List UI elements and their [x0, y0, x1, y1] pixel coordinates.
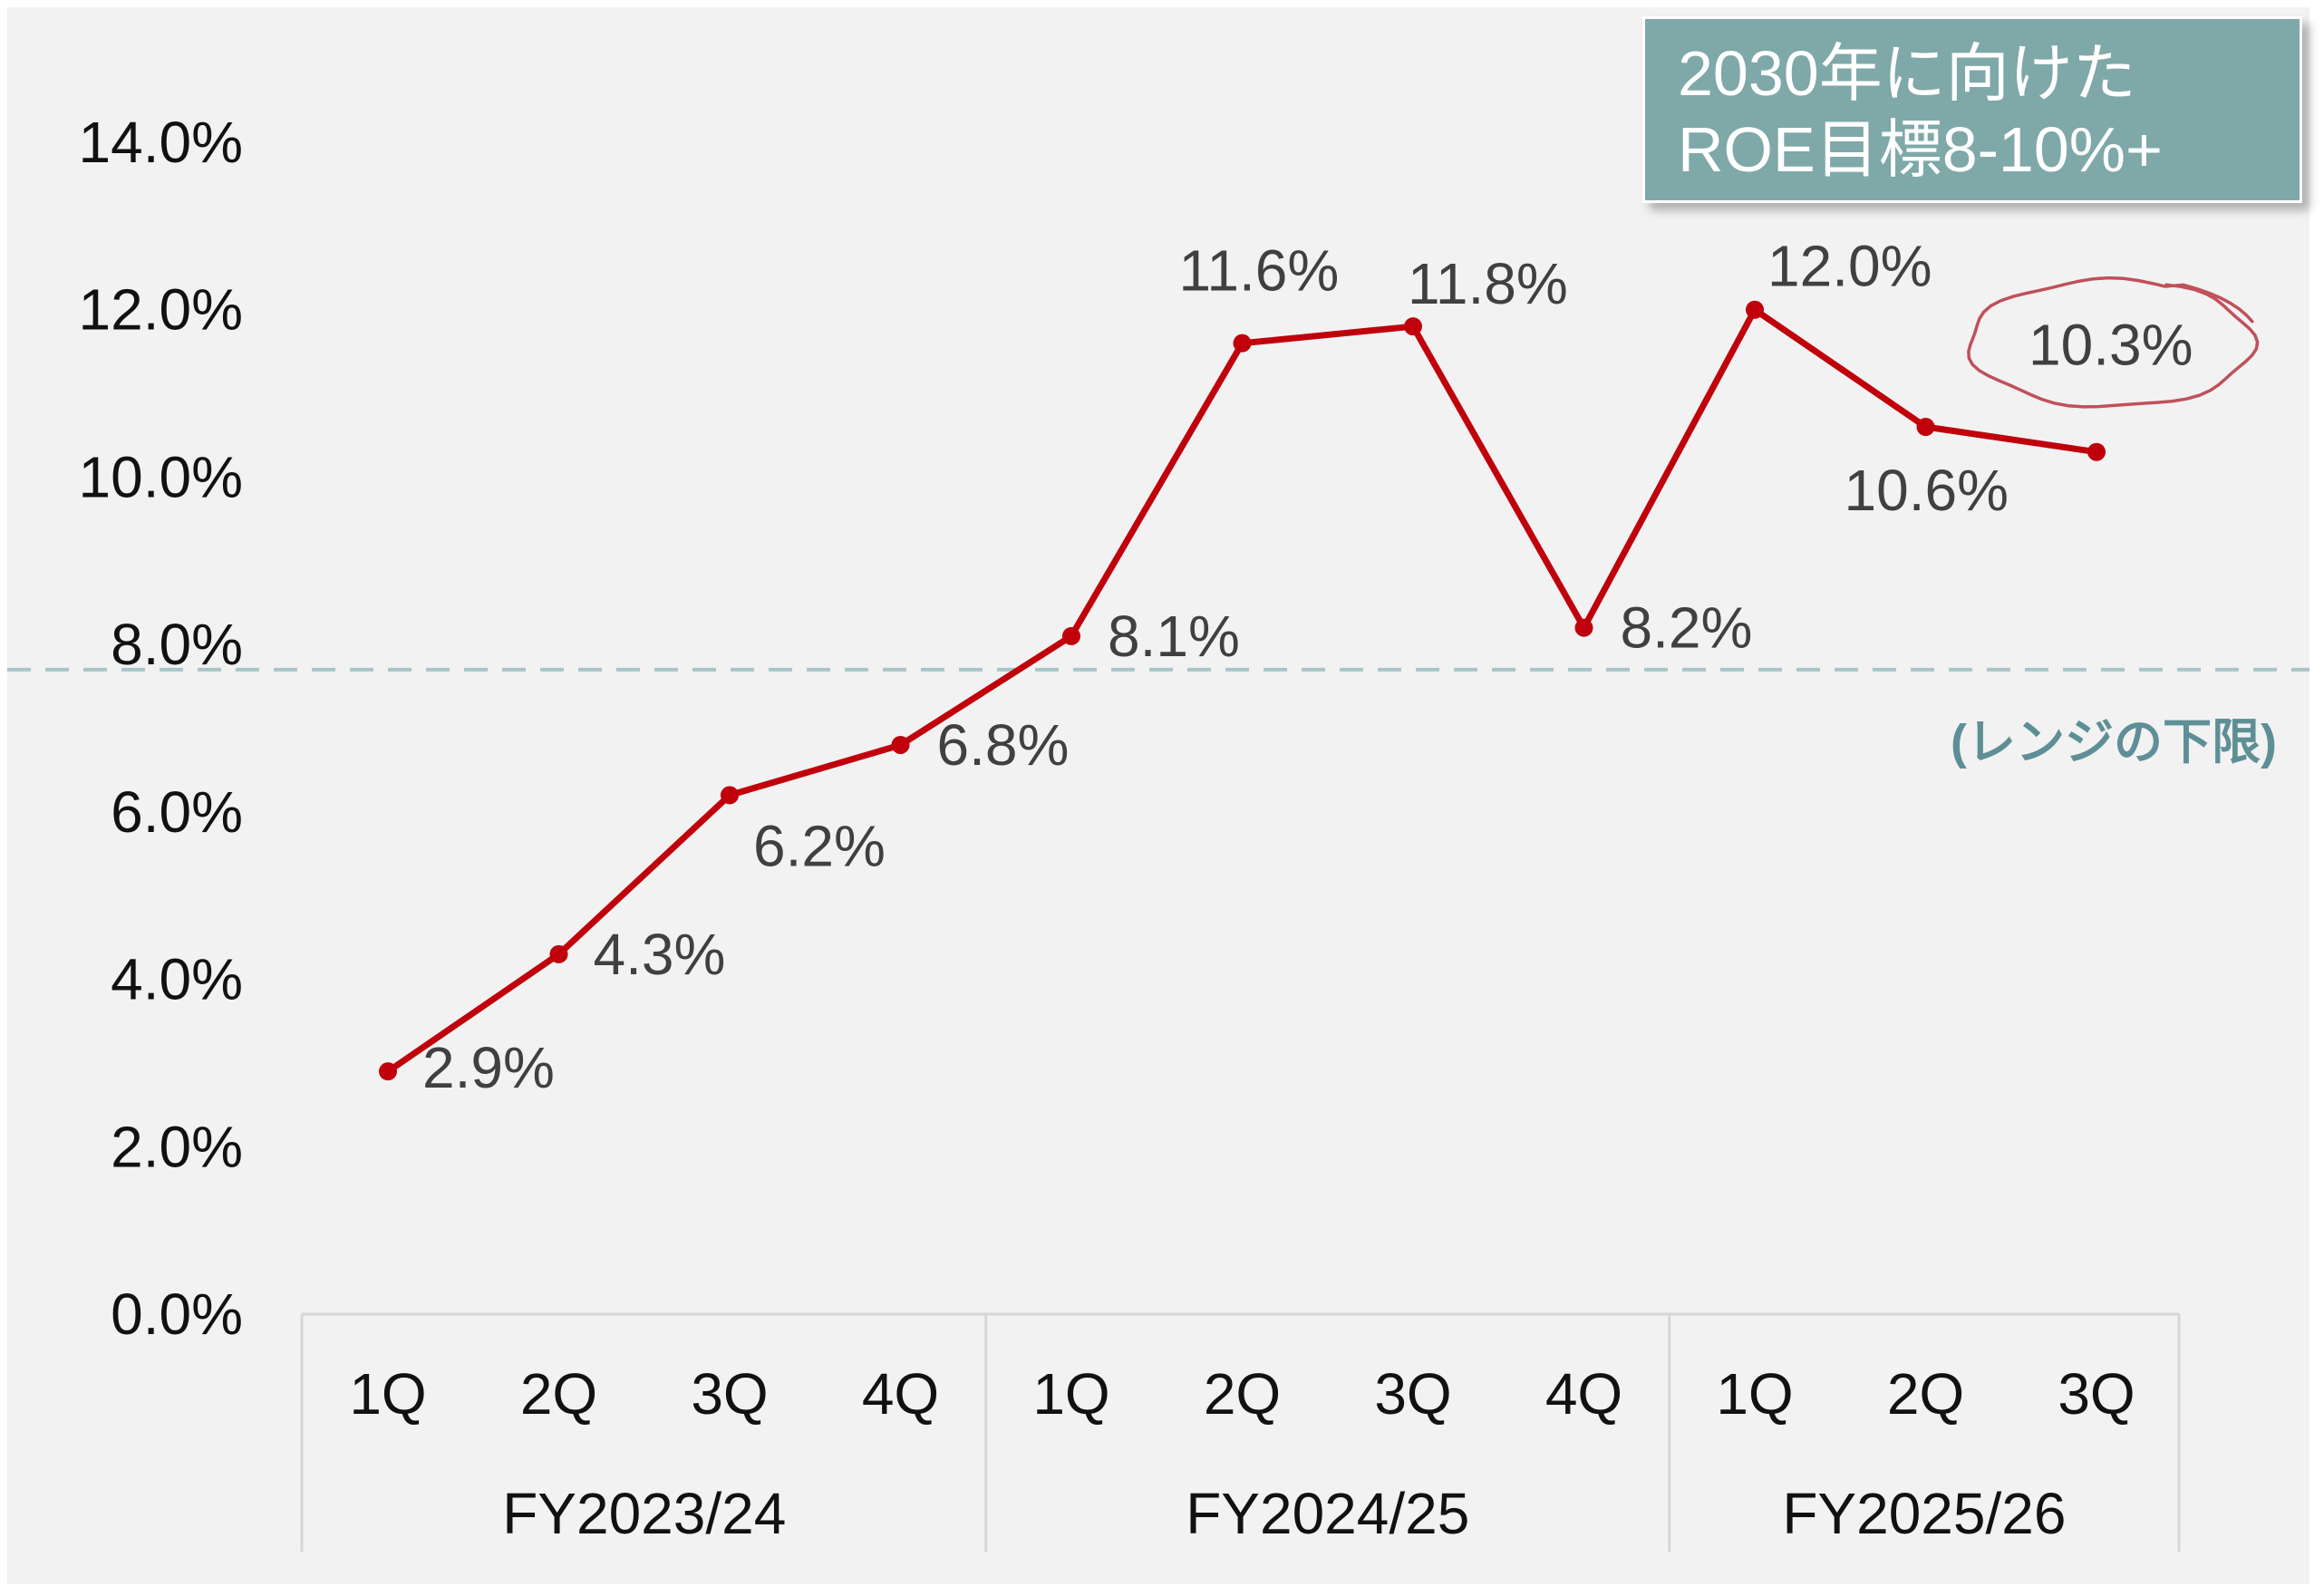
- x-tick-label: 3Q: [691, 1361, 768, 1427]
- y-tick-label: 0.0%: [111, 1282, 243, 1347]
- data-label: 6.8%: [937, 712, 1070, 778]
- x-group-label: FY2023/24: [502, 1481, 786, 1546]
- y-tick-label: 14.0%: [79, 110, 243, 175]
- callout-line-2: ROE目標8-10%+: [1678, 114, 2163, 185]
- data-label: 2.9%: [422, 1035, 555, 1100]
- data-label: 10.3%: [2029, 313, 2193, 378]
- x-tick-label: 4Q: [862, 1361, 939, 1427]
- highlight-circle: [1967, 276, 2260, 409]
- y-tick-label: 4.0%: [111, 947, 243, 1012]
- data-point: [1233, 334, 1252, 353]
- roe-target-callout: 2030年に向けた ROE目標8-10%+: [1642, 16, 2302, 203]
- data-label: 8.1%: [1108, 604, 1240, 669]
- data-point: [1746, 300, 1764, 319]
- callout-line-1: 2030年に向けた: [1678, 38, 2136, 109]
- x-axis: FY2023/24 FY2024/25 FY2025/26 1Q 2Q 3Q 4Q 1Q 2Q 3…: [300, 1312, 2181, 1552]
- y-tick-label: 8.0%: [111, 612, 243, 677]
- x-group-label: FY2024/25: [1186, 1481, 1469, 1546]
- x-tick-label: 2Q: [1204, 1361, 1281, 1427]
- data-label: 4.3%: [594, 922, 726, 987]
- data-label: 12.0%: [1767, 234, 1932, 299]
- y-tick-label: 2.0%: [111, 1114, 243, 1179]
- y-tick-label: 10.0%: [79, 444, 243, 509]
- x-tick-label: 2Q: [1887, 1361, 1964, 1427]
- x-tick-label: 1Q: [1032, 1361, 1109, 1427]
- data-label: 11.6%: [1179, 238, 1340, 304]
- data-point: [721, 786, 739, 805]
- data-point: [379, 1062, 397, 1081]
- y-axis-ticks: 0.0% 2.0% 4.0% 6.0% 8.0% 10.0% 12.0% 14.0%: [79, 110, 243, 1347]
- data-point: [1916, 418, 1935, 437]
- plot-background: [7, 7, 2309, 1584]
- x-tick-label: 3Q: [1374, 1361, 1451, 1427]
- x-tick-label: 1Q: [1716, 1361, 1793, 1427]
- y-tick-label: 12.0%: [79, 277, 243, 343]
- x-tick-label: 1Q: [349, 1361, 426, 1427]
- roe-data-labels: 2.9% 4.3% 6.2% 6.8% 8.1% 11.6% 11.8% 8.2% 12.0% 1…: [422, 234, 2193, 1100]
- data-label: 8.2%: [1621, 595, 1753, 661]
- x-tick-label: 2Q: [520, 1361, 597, 1427]
- data-label: 6.2%: [753, 813, 886, 878]
- data-point: [1062, 626, 1080, 645]
- data-label: 10.6%: [1845, 458, 2009, 523]
- data-label: 11.8%: [1408, 251, 1568, 316]
- data-point: [549, 944, 568, 963]
- x-group-label: FY2025/26: [1782, 1481, 2066, 1546]
- data-point: [1574, 618, 1593, 637]
- data-point: [1404, 317, 1422, 336]
- data-point: [2087, 442, 2106, 461]
- roe-data-points: [379, 300, 2106, 1081]
- range-lower-limit-label: (レンジの下限): [1951, 715, 2277, 769]
- data-point: [891, 735, 910, 754]
- x-tick-label: 4Q: [1545, 1361, 1622, 1427]
- y-tick-label: 6.0%: [111, 779, 243, 845]
- x-tick-label: 3Q: [2058, 1361, 2135, 1427]
